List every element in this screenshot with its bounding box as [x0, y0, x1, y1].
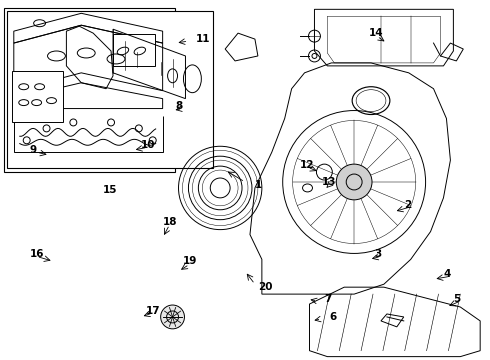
Text: 10: 10 — [141, 140, 155, 150]
Text: 6: 6 — [329, 312, 337, 322]
Text: 18: 18 — [163, 217, 177, 227]
Text: 9: 9 — [30, 145, 37, 155]
Text: 11: 11 — [196, 34, 210, 44]
Bar — [7, 11, 213, 168]
Text: 3: 3 — [374, 249, 381, 260]
Bar — [4, 8, 174, 172]
Text: 2: 2 — [404, 200, 411, 210]
Circle shape — [336, 164, 372, 200]
Bar — [113, 34, 155, 66]
Text: 20: 20 — [258, 282, 272, 292]
Text: 13: 13 — [321, 177, 336, 187]
Text: 17: 17 — [146, 306, 160, 316]
Text: 1: 1 — [255, 180, 262, 190]
Bar — [12, 71, 63, 122]
Text: 7: 7 — [324, 294, 332, 304]
Text: 8: 8 — [175, 100, 183, 111]
Circle shape — [161, 305, 184, 329]
Text: 19: 19 — [182, 256, 197, 266]
Text: 4: 4 — [443, 269, 451, 279]
Text: 12: 12 — [299, 160, 314, 170]
Text: 14: 14 — [369, 28, 384, 38]
Text: 16: 16 — [30, 249, 44, 260]
Text: 15: 15 — [103, 185, 118, 195]
Text: 5: 5 — [453, 294, 461, 304]
